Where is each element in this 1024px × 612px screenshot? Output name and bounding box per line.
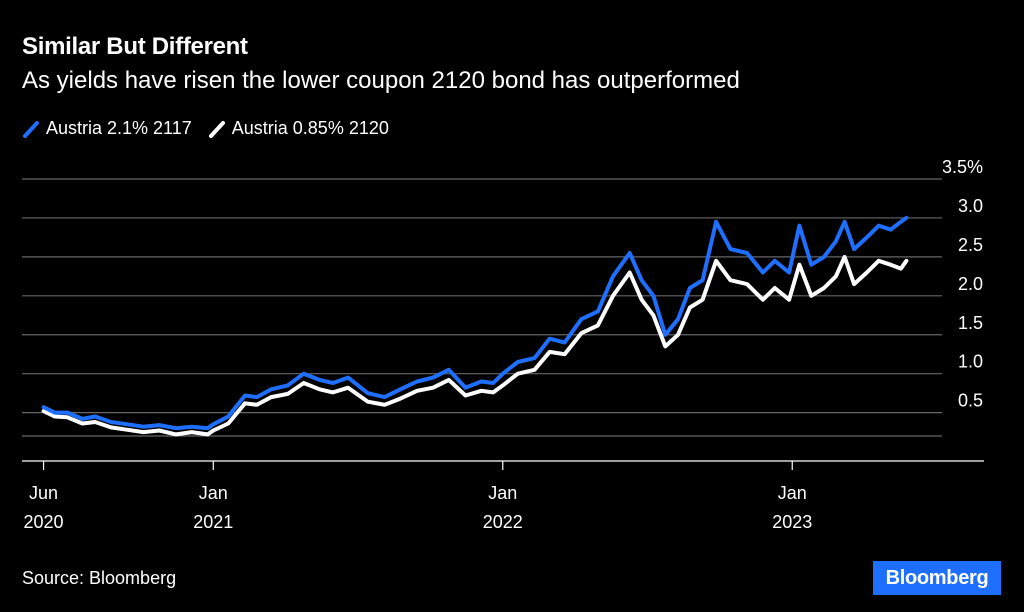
- x-tick-label: Jan: [199, 483, 228, 503]
- y-tick-label: 3.5%: [942, 157, 983, 177]
- legend-item-series-1: Austria 2.1% 2117: [22, 118, 192, 139]
- y-tick-label: 1.5: [958, 313, 983, 333]
- x-tick-label: 2020: [24, 512, 64, 532]
- y-tick-label: 3.0: [958, 196, 983, 216]
- chart-legend: Austria 2.1% 2117 Austria 0.85% 2120: [22, 118, 405, 139]
- chart-title: Similar But Different: [22, 33, 248, 60]
- y-tick-label: 2.5: [958, 235, 983, 255]
- x-tick-label: Jun: [29, 483, 58, 503]
- y-tick-label: 0.5: [958, 391, 983, 411]
- source-note: Source: Bloomberg: [22, 568, 177, 588]
- chart-subtitle: As yields have risen the lower coupon 21…: [22, 67, 740, 94]
- x-tick-label: 2023: [772, 512, 812, 532]
- x-tick-label: Jan: [488, 483, 517, 503]
- x-tick-label: 2021: [193, 512, 233, 532]
- legend-label-series-2: Austria 0.85% 2120: [231, 118, 389, 138]
- x-tick-label: 2022: [483, 512, 523, 532]
- legend-swatch-blue-icon: [22, 120, 40, 138]
- series-line-1: [41, 215, 909, 431]
- legend-item-series-2: Austria 0.85% 2120: [208, 118, 389, 139]
- y-tick-label: 2.0: [958, 274, 983, 294]
- bloomberg-logo: Bloomberg: [873, 561, 1001, 595]
- legend-label-series-1: Austria 2.1% 2117: [46, 118, 192, 138]
- legend-swatch-white-icon: [208, 120, 226, 138]
- x-tick-label: Jan: [778, 483, 807, 503]
- y-tick-label: 1.0: [958, 352, 983, 372]
- series-line-2: [41, 254, 909, 437]
